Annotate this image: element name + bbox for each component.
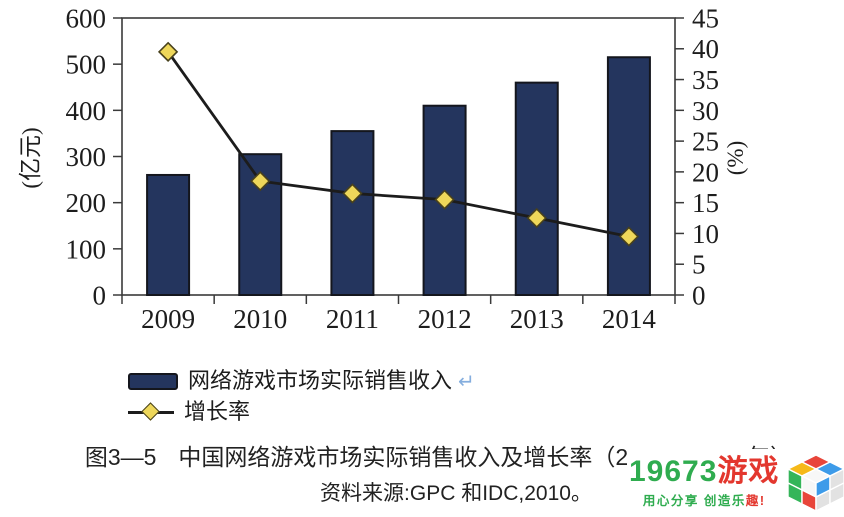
marker-2014 [618,226,640,247]
left-tick-label: 600 [66,3,107,33]
growth-line [166,51,630,238]
right-tick-label: 40 [692,34,719,64]
left-tick-label: 500 [66,50,107,80]
legend-item-revenue: 网络游戏市场实际销售收入 ↵ [128,370,475,392]
x-label-2014: 2014 [602,304,657,334]
bar-2009 [146,173,191,296]
x-label-2011: 2011 [326,304,379,334]
right-tick-label: 45 [692,3,719,33]
source-note: 资料来源:GPC 和IDC,2010。 [320,482,592,505]
legend-label-revenue: 网络游戏市场实际销售收入 [188,368,453,393]
x-label-2013: 2013 [510,304,564,334]
right-tick-label: 35 [692,65,719,95]
chart-canvas: 0100200300400500600051015202530354045200… [18,3,748,334]
right-tick-label: 15 [692,188,719,218]
marker-2011 [342,183,363,204]
right-tick-label: 10 [692,219,719,249]
bar-2011 [330,130,375,296]
watermark-brand: 19673游戏 [629,457,779,487]
x-label-2010: 2010 [233,304,287,334]
right-tick-label: 20 [692,157,719,187]
watermark-text: 19673游戏 用心分享 创造乐趣! [629,457,779,509]
right-axis-title: (%) [723,141,748,175]
right-tick-label: 0 [692,280,706,310]
combo-chart: 0 100 200 300 400 500 600 0 5 10 15 20 25 30 35 40 45 200… [18,3,748,334]
legend-item-growth: 增长率 [128,401,475,423]
return-mark-icon: ↵ [458,369,475,393]
bar-2013 [514,81,559,296]
growth-line-marker-icon [128,401,174,421]
left-tick-label: 400 [66,96,107,126]
right-tick-label: 25 [692,127,719,157]
marker-2009 [157,41,179,62]
x-label-2009: 2009 [141,304,195,334]
left-tick-label: 300 [66,142,107,172]
watermark-tagline: 用心分享 创造乐趣! [642,494,766,508]
right-tick-label: 5 [692,250,706,280]
legend: 网络游戏市场实际销售收入 ↵ 增长率 [128,370,475,432]
watermark-logo: 19673游戏 用心分享 创造乐趣! [629,449,844,517]
left-tick-label: 200 [66,188,107,218]
cube-logo-icon [786,454,844,513]
bar-2014 [606,56,651,296]
marker-2010 [250,170,271,192]
diamond-marker-icon [141,401,160,421]
legend-label-growth: 增长率 [184,399,251,424]
right-tick-label: 30 [692,96,719,126]
watermark-brand-word: 游戏 [717,455,780,488]
marker-2012 [434,189,455,210]
figure-title: 中国网络游戏市场实际销售收入及增长率 [178,444,593,470]
x-label-2012: 2012 [418,304,472,334]
figure-number: 图3—5 [84,444,157,470]
marker-2013 [526,207,547,229]
revenue-bar-swatch [128,372,178,390]
left-tick-label: 100 [66,234,107,264]
plot-frame [121,17,676,296]
watermark-brand-number: 19673 [629,455,718,488]
left-tick-label: 0 [93,280,107,310]
left-axis-title: (亿元) [18,127,43,188]
cube-cell-gray [829,482,844,506]
